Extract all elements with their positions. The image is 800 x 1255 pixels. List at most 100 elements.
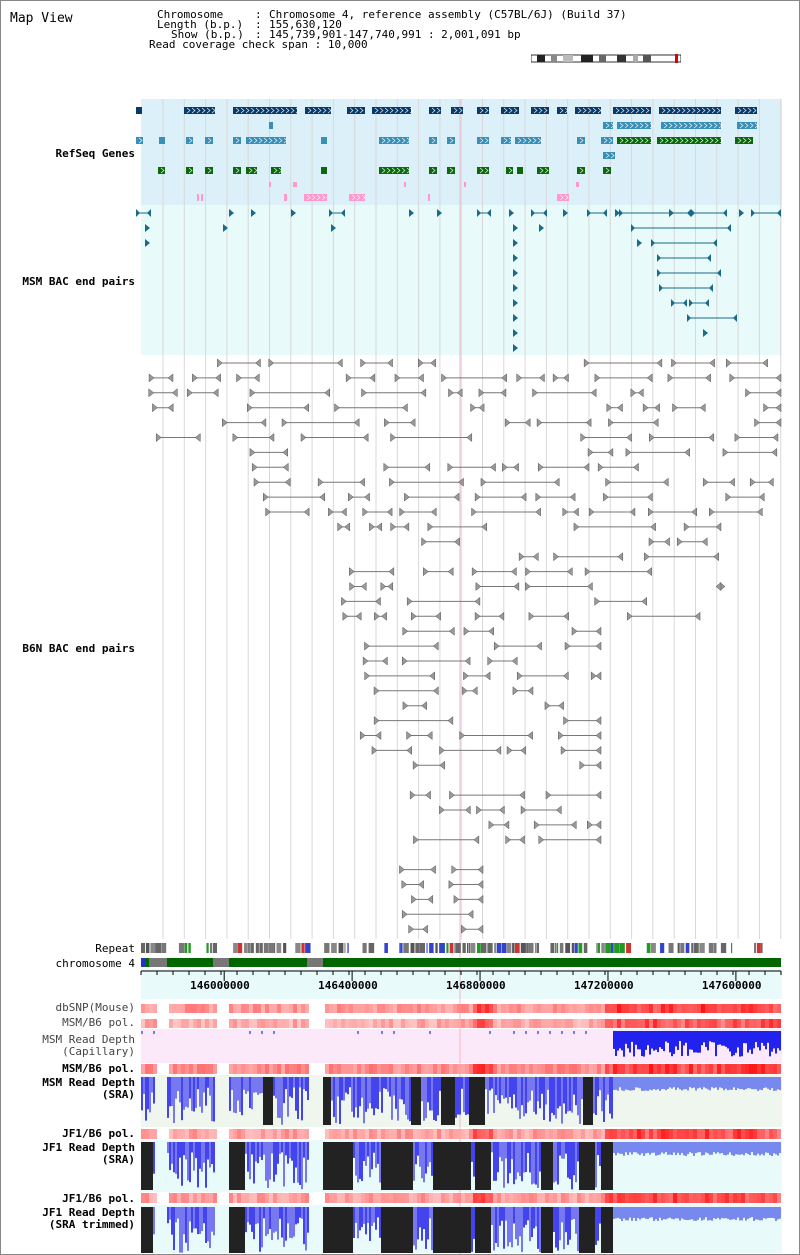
depth-bar <box>697 1031 699 1053</box>
track-label-jf1-depth-trimmed: JF1 Read Depth (SRA trimmed) <box>42 1206 135 1231</box>
msm-bac-track[interactable] <box>136 209 781 352</box>
jf1-trim-depth-bar <box>427 1207 429 1240</box>
depth-bar <box>681 1031 683 1057</box>
pol-cell <box>153 1064 157 1074</box>
strand-arrow <box>669 137 674 144</box>
jf1-trim-depth-bar <box>303 1207 305 1245</box>
dbsnp-cell <box>425 1004 429 1013</box>
dbsnp-cell <box>481 1004 485 1013</box>
bac-end <box>595 790 602 800</box>
jf1-depth-bar <box>233 1142 235 1190</box>
pol-cell <box>761 1064 765 1074</box>
pol-cell <box>145 1064 149 1074</box>
chromosome-bar[interactable] <box>141 958 781 967</box>
bac-end <box>500 388 507 398</box>
coverage-tracks[interactable] <box>141 1004 781 1253</box>
repeat-element <box>273 943 276 953</box>
bac-end <box>558 730 564 741</box>
pol-cell <box>589 1064 593 1074</box>
jf1-trim-depth-bar <box>379 1207 381 1238</box>
msm-depth-bar <box>719 1077 721 1088</box>
jf1-trim-depth-bar <box>767 1207 769 1218</box>
bac-end <box>535 507 541 517</box>
refseq-track[interactable] <box>136 107 759 201</box>
dbsnp-cell <box>365 1004 369 1013</box>
jf1-depth-bar <box>323 1142 325 1190</box>
bac-end <box>657 269 661 277</box>
depth-bar <box>767 1031 769 1043</box>
depth-bar <box>393 1031 395 1034</box>
msm-depth-bar <box>729 1077 731 1090</box>
track-label-refseq: RefSeq Genes <box>55 147 135 160</box>
msm-depth-bar <box>209 1077 211 1096</box>
msm-depth-bar <box>275 1077 277 1099</box>
track-label-msm-bac: MSM BAC end pairs <box>22 275 135 288</box>
bac-end <box>570 820 577 830</box>
bac-end <box>432 686 439 696</box>
chromosome-ideogram[interactable] <box>531 54 681 63</box>
jf1-depth-bar <box>303 1142 305 1158</box>
strand-arrow <box>688 122 693 129</box>
jf1-depth-bar <box>515 1142 517 1180</box>
dbsnp-cell <box>581 1004 585 1013</box>
b6n-bac-track[interactable] <box>148 358 782 934</box>
dbsnp-cell <box>657 1004 661 1013</box>
bac-end <box>543 209 547 217</box>
strand-arrow <box>671 107 676 114</box>
pol-cell <box>293 1019 297 1028</box>
pol-cell <box>177 1129 181 1139</box>
strand-arrow <box>686 107 691 114</box>
jf1-depth-bar <box>537 1142 539 1188</box>
bac-end <box>625 447 632 457</box>
bac-end <box>516 671 523 681</box>
jf1-trim-depth-bar <box>659 1207 661 1218</box>
msm-depth-bar <box>421 1077 423 1102</box>
repeat-element <box>259 943 263 953</box>
msm-depth-bar <box>253 1077 255 1093</box>
jf1-depth-bar <box>183 1142 185 1156</box>
pol-cell <box>141 1064 145 1074</box>
jf1-depth-bar <box>279 1142 281 1154</box>
bac-end <box>648 507 654 517</box>
pol-cell <box>561 1193 565 1203</box>
strand-arrow <box>716 107 721 114</box>
depth-bar <box>687 1031 689 1056</box>
jf1-trim-depth-bar <box>179 1207 181 1253</box>
pol-cell <box>629 1064 633 1074</box>
msm-depth-bar <box>659 1077 661 1091</box>
msm-depth-bar <box>517 1077 519 1111</box>
strand-arrow <box>708 122 713 129</box>
pol-cell <box>469 1064 473 1074</box>
bac-end <box>619 209 623 217</box>
jf1-trim-depth-bar <box>609 1207 611 1253</box>
pol-cell <box>357 1019 361 1028</box>
jf1-depth-bar <box>669 1142 671 1155</box>
jf1-depth-bar <box>257 1142 259 1164</box>
pol-cell <box>337 1193 341 1203</box>
refseq-gene <box>136 107 142 114</box>
pol-cell <box>181 1193 185 1203</box>
depth-bar <box>615 1031 617 1056</box>
msm-depth-bar <box>295 1077 297 1111</box>
jf1-depth-bar <box>773 1142 775 1154</box>
bac-end <box>145 224 150 232</box>
jf1-trim-depth-bar <box>551 1207 553 1253</box>
repeat-element <box>446 943 449 953</box>
bac-end <box>617 552 624 562</box>
dbsnp-cell <box>229 1004 233 1013</box>
repeat-element <box>554 943 557 953</box>
repeat-element <box>449 943 454 953</box>
strand-arrow <box>605 167 610 174</box>
pol-cell <box>213 1193 217 1203</box>
jf1-trim-depth-bar <box>553 1207 555 1232</box>
msm-depth-bar <box>297 1077 299 1120</box>
bac-end <box>754 418 760 428</box>
pol-cell <box>625 1129 629 1139</box>
repeat-track[interactable] <box>141 943 763 953</box>
bac-end <box>454 537 460 547</box>
jf1-depth-bar <box>363 1142 365 1162</box>
jf1-trim-depth-bar <box>175 1207 177 1223</box>
strand-arrow <box>698 122 703 129</box>
jf1-trim-depth-bar <box>505 1207 507 1221</box>
